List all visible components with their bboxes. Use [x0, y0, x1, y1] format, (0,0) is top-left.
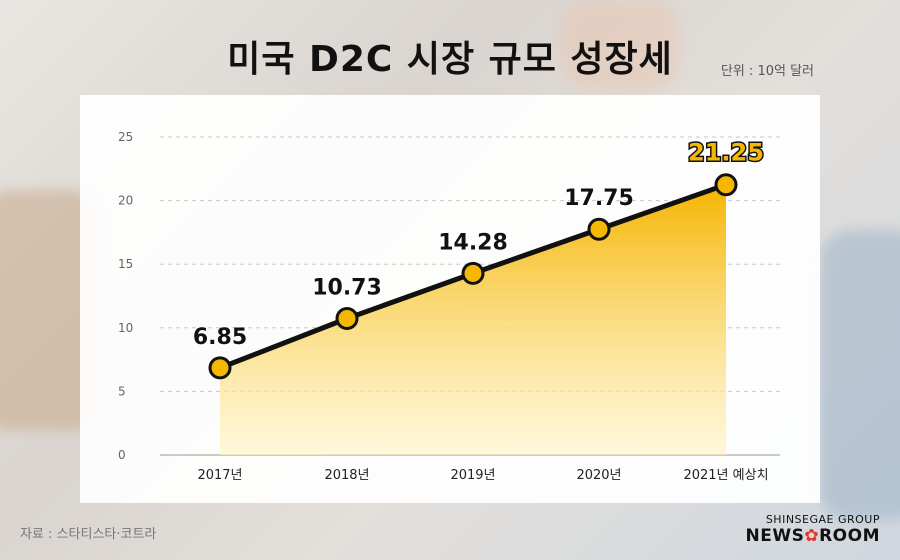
x-tick-label: 2017년 [197, 468, 242, 483]
x-tick-label: 2021년 예상치 [683, 468, 768, 483]
y-tick-label: 0 [118, 448, 126, 462]
data-label: 21.25 [688, 139, 764, 167]
brand-name-left: NEWS [745, 526, 805, 546]
y-tick-label: 25 [118, 130, 133, 144]
y-tick-label: 10 [118, 321, 133, 335]
y-tick-label: 15 [118, 257, 133, 271]
brand-group-name: SHINSEGAE GROUP [765, 513, 880, 526]
y-tick-label: 5 [118, 384, 126, 398]
data-label: 10.73 [312, 276, 382, 301]
background-hands-top [560, 0, 680, 90]
x-tick-label: 2020년 [576, 468, 621, 483]
chart-panel: 6.85 10.73 14.28 17.75 21.25 0 5 10 15 20 25 2017년… [80, 95, 820, 503]
unit-label: 단위 : 10억 달러 [720, 64, 814, 79]
brand-logo: SHINSEGAE GROUP NEWS✿ROOM [745, 513, 880, 546]
flower-icon: ✿ [804, 526, 820, 546]
data-label: 6.85 [193, 325, 247, 350]
background-clipboard-right [820, 230, 900, 520]
data-point [714, 173, 738, 197]
data-point [461, 261, 485, 285]
brand-name-right: ROOM [819, 526, 880, 546]
y-tick-label: 20 [118, 194, 133, 208]
x-tick-label: 2018년 [324, 468, 369, 483]
x-tick-label: 2019년 [450, 468, 495, 483]
data-label: 17.75 [564, 186, 634, 211]
data-label: 14.28 [438, 230, 508, 255]
data-point [208, 356, 232, 380]
brand-newsroom: NEWS✿ROOM [745, 526, 880, 546]
line-chart: 6.85 10.73 14.28 17.75 21.25 0 5 10 15 20 25 2017년… [118, 130, 780, 483]
data-point [587, 217, 611, 241]
area-fill [220, 184, 726, 455]
data-point [335, 307, 359, 331]
chart-title: 미국 D2C 시장 규모 성장세 [227, 39, 673, 80]
source-note: 자료 : 스타티스타·코트라 [20, 527, 157, 542]
